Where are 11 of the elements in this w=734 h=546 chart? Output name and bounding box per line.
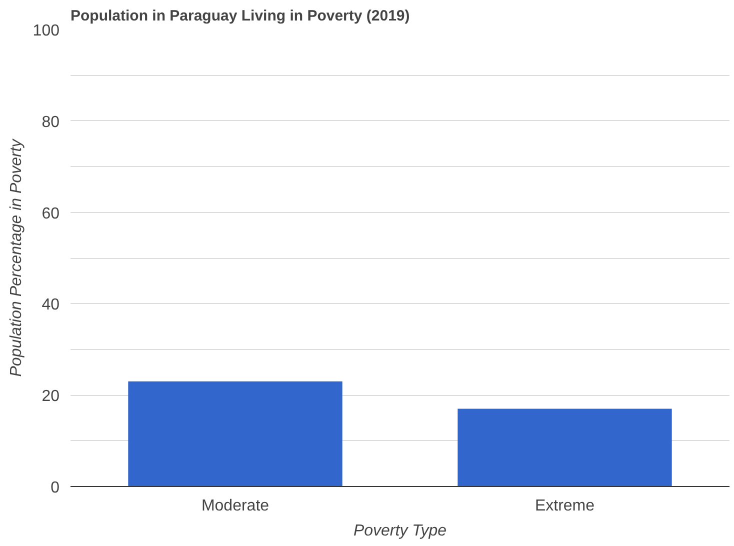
x-tick-label: Moderate xyxy=(201,498,270,514)
x-tick-label: Extreme xyxy=(534,498,595,514)
y-tick-label: 80 xyxy=(42,114,60,131)
y-tick-label: 0 xyxy=(50,480,60,496)
y-tick-label: 20 xyxy=(42,388,60,406)
chart-title: Population in Paraguay Living in Poverty (2019) xyxy=(70,8,410,24)
y-axis-title: Population Percentage in Poverty xyxy=(8,138,25,377)
y-tick-label: 40 xyxy=(42,296,60,314)
y-tick-label: 60 xyxy=(42,205,60,222)
x-axis-title: Poverty Type xyxy=(353,522,447,540)
y-tick-label: 100 xyxy=(32,22,60,40)
